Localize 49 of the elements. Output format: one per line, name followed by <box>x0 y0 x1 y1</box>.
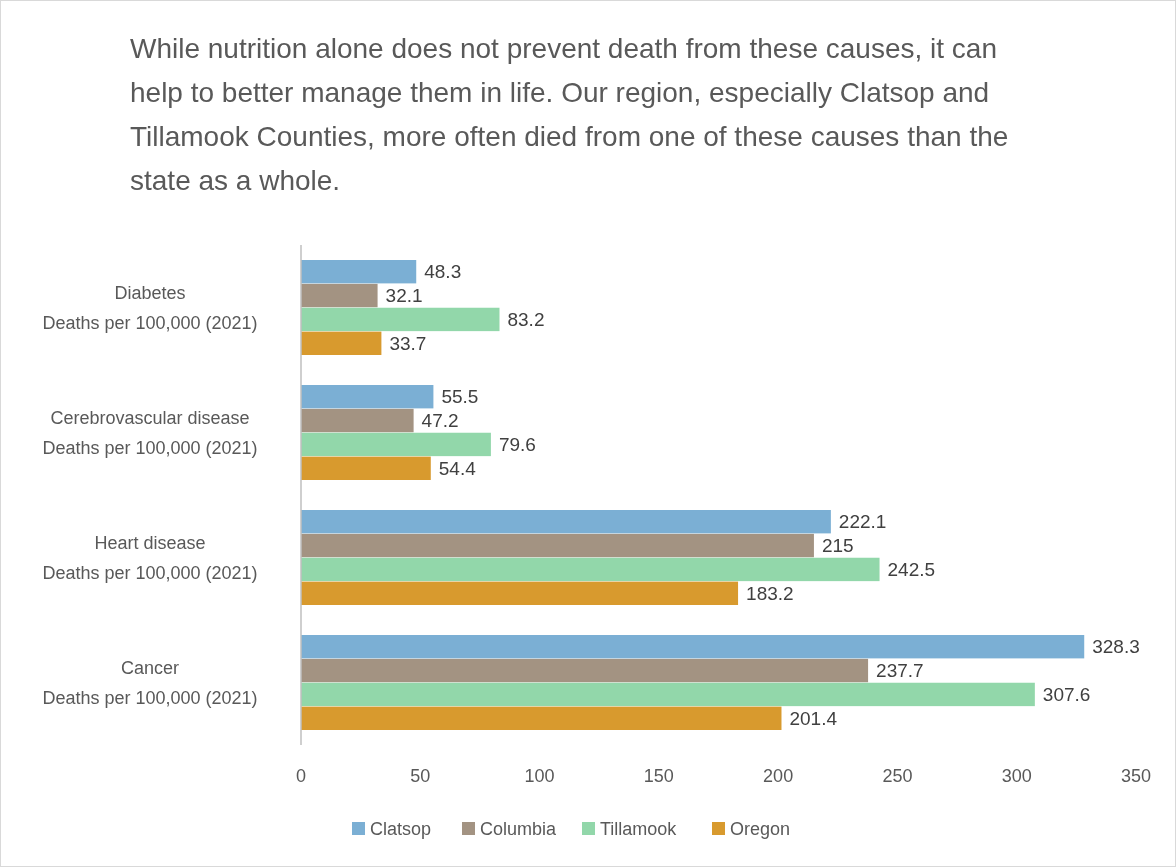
bar <box>301 331 382 355</box>
x-tick-label: 300 <box>1001 766 1032 786</box>
data-label: 201.4 <box>789 707 838 729</box>
bar <box>301 456 431 480</box>
data-label: 222.1 <box>838 511 887 533</box>
data-label: 47.2 <box>421 410 459 432</box>
data-label: 48.3 <box>424 261 462 283</box>
legend-label: Oregon <box>730 819 791 840</box>
y-tick-label: Cancer Deaths per 100,000 (2021) <box>42 657 258 708</box>
y-tick-label: Cerebrovascular disease Deaths per 100,000 (2021) <box>42 407 258 458</box>
bar <box>301 510 831 534</box>
x-tick-label: 250 <box>882 766 913 786</box>
data-label: 183.2 <box>746 582 794 604</box>
chart-title: While nutrition alone does not prevent death from these causes, it can help to better manage them in life. Our region, especially Clatsop and Tillamook Counties, more often died from one of these causes than the state as a whole. <box>130 33 1009 196</box>
data-label: 328.3 <box>1092 636 1140 658</box>
bar <box>301 408 414 433</box>
bar <box>301 533 814 558</box>
y-tick-label: Diabetes Deaths per 100,000 (2021) <box>42 282 258 333</box>
data-label: 79.6 <box>498 434 536 456</box>
bar <box>301 385 434 409</box>
data-label: 215 <box>821 535 854 557</box>
bar <box>301 307 500 332</box>
y-tick-label: Heart disease Deaths per 100,000 (2021) <box>42 532 258 583</box>
x-tick-label: 50 <box>410 766 431 786</box>
bar <box>301 283 378 308</box>
bar <box>301 432 491 457</box>
data-label: 307.6 <box>1042 684 1091 706</box>
x-tick-label: 0 <box>295 766 307 786</box>
legend-label: Clatsop <box>370 819 432 840</box>
data-label: 237.7 <box>876 660 924 682</box>
x-tick-label: 350 <box>1120 766 1152 786</box>
data-label: 54.4 <box>438 457 477 479</box>
x-tick-label: 150 <box>643 766 674 786</box>
data-label: 33.7 <box>389 332 427 354</box>
bar <box>301 635 1085 659</box>
data-label: 55.5 <box>441 386 479 408</box>
bar <box>301 706 782 730</box>
bar <box>301 682 1035 707</box>
bar <box>301 260 417 284</box>
legend-label: Tillamook <box>600 819 678 840</box>
legend-label: Columbia <box>480 819 558 840</box>
x-tick-label: 200 <box>763 766 794 786</box>
data-label: 83.2 <box>507 309 545 331</box>
data-label: 32.1 <box>385 285 423 307</box>
bar <box>301 658 869 683</box>
x-tick-label: 100 <box>524 766 555 786</box>
bar <box>301 581 739 605</box>
bar <box>301 557 880 582</box>
data-label: 242.5 <box>887 559 936 581</box>
